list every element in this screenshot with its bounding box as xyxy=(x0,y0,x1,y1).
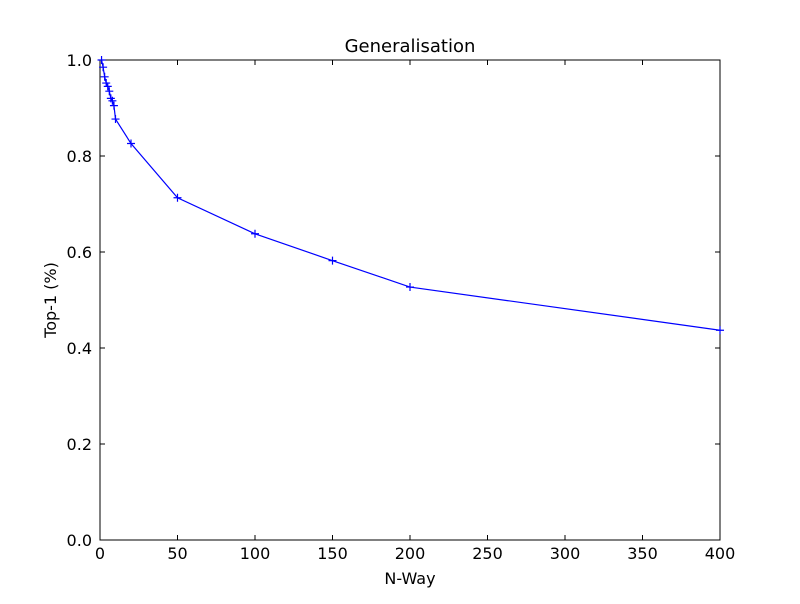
data-point-marker xyxy=(111,115,120,124)
data-point-marker xyxy=(108,96,117,105)
data-point-marker xyxy=(99,63,108,72)
data-point-marker xyxy=(100,72,109,81)
x-tick-label: 100 xyxy=(240,544,271,563)
y-tick-label: 1.0 xyxy=(67,51,92,70)
y-axis-label: Top-1 (%) xyxy=(41,262,60,339)
x-tick-label: 300 xyxy=(550,544,581,563)
y-tick-label: 0.4 xyxy=(67,339,92,358)
chart-title: Generalisation xyxy=(345,36,476,57)
x-tick-label: 250 xyxy=(472,544,503,563)
x-axis-label: N-Way xyxy=(384,569,435,588)
x-tick-label: 200 xyxy=(395,544,426,563)
y-tick-label: 0.0 xyxy=(67,531,92,550)
y-tick-label: 0.2 xyxy=(67,435,92,454)
data-point-marker xyxy=(103,82,112,91)
plot-area: 0 50 100 150 200 250 300 350 400 0.0 0.2 0.4 0.6 0.8 1… xyxy=(67,51,736,563)
x-tick-label: 400 xyxy=(705,544,736,563)
data-point-marker xyxy=(406,283,414,292)
data-point-marker xyxy=(109,101,118,110)
plot-frame xyxy=(99,59,721,541)
y-tick-label: 0.8 xyxy=(67,147,92,166)
x-tick-label: 50 xyxy=(167,544,187,563)
data-point-marker xyxy=(127,139,135,148)
x-tick-label: 150 xyxy=(317,544,348,563)
data-point-marker xyxy=(97,56,106,64)
y-tick-label: 0.6 xyxy=(67,243,92,262)
series-line xyxy=(100,59,721,331)
data-point-marker xyxy=(102,79,111,88)
data-point-marker xyxy=(251,229,259,238)
x-tick-label: 0 xyxy=(95,544,105,563)
data-point-marker xyxy=(105,87,114,96)
data-point-marker xyxy=(716,326,724,335)
x-tick-label: 350 xyxy=(627,544,658,563)
data-point-marker xyxy=(328,256,337,265)
data-point-marker xyxy=(173,193,182,202)
